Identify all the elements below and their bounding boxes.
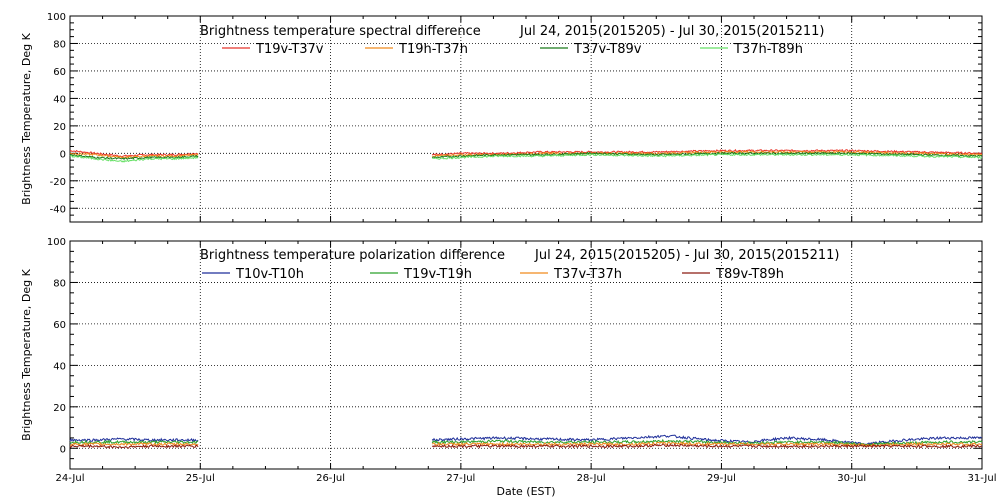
x-tick-label: 27-Jul (446, 473, 475, 484)
series-line-t37v-t37h (431, 441, 983, 447)
series-line-t37v-t89v (431, 151, 983, 159)
y-tick-label: 20 (53, 122, 66, 133)
series-line-t10v-t10h (69, 437, 199, 443)
legend-label: T10v-T10h (235, 267, 304, 282)
x-tick-label: 30-Jul (837, 473, 866, 484)
x-tick-label: 26-Jul (316, 473, 345, 484)
x-tick-label: 29-Jul (707, 473, 736, 484)
legend-label: T19h-T37h (398, 42, 468, 57)
chart-title: Brightness temperature polarization diff… (200, 248, 505, 263)
legend-label: T37v-T37h (553, 267, 622, 282)
x-tick-label: 28-Jul (577, 473, 606, 484)
chart-title: Brightness temperature spectral differen… (200, 24, 481, 39)
series-line-t19h-t37h (69, 152, 199, 159)
y-tick-label: -40 (50, 204, 66, 215)
x-tick-label: 31-Jul (968, 473, 997, 484)
y-tick-label: 80 (53, 39, 66, 50)
plot-frame (69, 240, 983, 470)
series-line-t37h-t89h (69, 155, 199, 163)
series-line-t10v-t10h (431, 434, 983, 446)
x-axis-title: Date (EST) (496, 485, 555, 498)
y-tick-label: 60 (53, 67, 66, 78)
y-tick-label: 100 (47, 12, 66, 23)
y-tick-label: 100 (47, 237, 66, 248)
y-tick-label: 0 (60, 444, 66, 455)
x-tick-label: 25-Jul (186, 473, 215, 484)
y-axis-title: Brightness Temperature, Deg K (20, 268, 33, 440)
chart-subtitle: Jul 24, 2015(2015205) - Jul 30, 2015(201… (534, 248, 839, 263)
legend-label: T19v-T19h (403, 267, 472, 282)
y-axis-title: Brightness Temperature, Deg K (20, 32, 33, 204)
y-tick-label: 40 (53, 361, 66, 372)
x-tick-label: 24-Jul (56, 473, 85, 484)
y-tick-label: 60 (53, 320, 66, 331)
series-line-t37v-t37h (69, 441, 199, 447)
legend-label: T37v-T89v (573, 42, 642, 57)
legend-label: T89v-T89h (715, 267, 784, 282)
series-line-t19v-t37v (431, 148, 983, 156)
y-tick-label: 40 (53, 94, 66, 105)
series-line-t37v-t89v (69, 154, 199, 161)
y-tick-label: 80 (53, 278, 66, 289)
y-tick-label: 0 (60, 149, 66, 160)
series-line-t89v-t89h (431, 443, 983, 449)
series-line-t89v-t89h (69, 444, 199, 449)
series-line-t37h-t89h (432, 153, 983, 160)
y-tick-label: -20 (50, 177, 66, 188)
series-line-t19v-t19h (431, 438, 983, 447)
chart-subtitle: Jul 24, 2015(2015205) - Jul 30, 2015(201… (519, 24, 824, 39)
legend-label: T37h-T89h (733, 42, 803, 57)
y-tick-label: 20 (53, 403, 66, 414)
legend-label: T19v-T37v (255, 42, 324, 57)
plot-frame (69, 15, 983, 223)
